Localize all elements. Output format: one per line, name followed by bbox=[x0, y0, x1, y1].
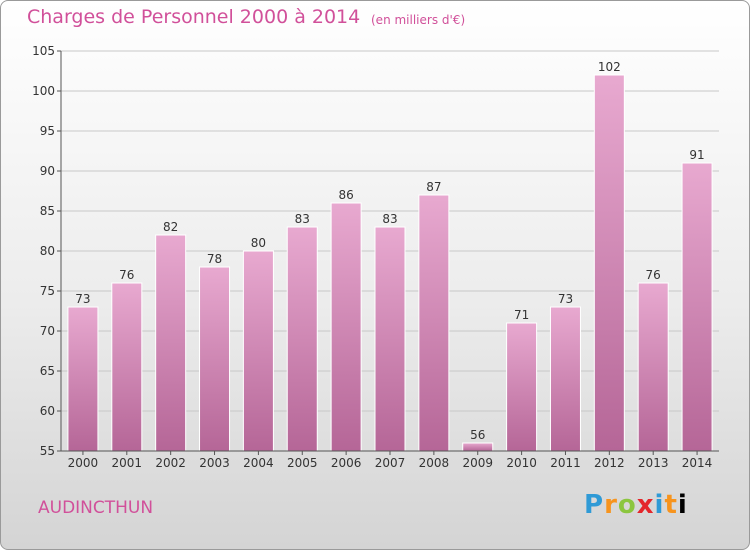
chart-subtitle: (en milliers d'€) bbox=[371, 13, 466, 27]
logo-letter: x bbox=[636, 490, 655, 520]
bar-value-label: 87 bbox=[426, 180, 441, 194]
bar-value-label: 71 bbox=[514, 308, 529, 322]
bar-2012 bbox=[593, 74, 625, 452]
bar-value-label: 102 bbox=[598, 60, 621, 74]
bar-2005 bbox=[286, 226, 318, 452]
bar-value-label: 56 bbox=[470, 428, 485, 442]
x-tick-label: 2013 bbox=[638, 456, 669, 470]
y-tick-label: 85 bbox=[40, 204, 55, 218]
bar-2006 bbox=[330, 202, 362, 452]
bar-2002 bbox=[155, 234, 187, 452]
x-tick-label: 2002 bbox=[155, 456, 186, 470]
bar-2000 bbox=[67, 306, 99, 452]
bar-2011 bbox=[549, 306, 581, 452]
y-tick-label: 95 bbox=[40, 124, 55, 138]
bar-value-label: 76 bbox=[119, 268, 134, 282]
x-tick-label: 2008 bbox=[419, 456, 450, 470]
bar-2007 bbox=[374, 226, 406, 452]
y-tick-label: 80 bbox=[40, 244, 55, 258]
bar-value-label: 86 bbox=[338, 188, 353, 202]
bar-value-label: 83 bbox=[382, 212, 397, 226]
bar-2001 bbox=[111, 282, 143, 452]
y-tick-label: 70 bbox=[40, 324, 55, 338]
bar-value-label: 78 bbox=[207, 252, 222, 266]
bar-2013 bbox=[637, 282, 669, 452]
x-tick-label: 2010 bbox=[506, 456, 537, 470]
bar-value-label: 83 bbox=[295, 212, 310, 226]
logo-letter: o bbox=[617, 490, 637, 520]
bar-2004 bbox=[242, 250, 274, 452]
proxiti-logo: Proxiti bbox=[584, 490, 688, 520]
x-tick-label: 2000 bbox=[68, 456, 99, 470]
bar-value-label: 91 bbox=[689, 148, 704, 162]
x-tick-label: 2005 bbox=[287, 456, 318, 470]
y-tick-label: 75 bbox=[40, 284, 55, 298]
bar-2008 bbox=[418, 194, 450, 452]
logo-letter: t bbox=[664, 490, 678, 520]
logo-letter: r bbox=[604, 490, 618, 520]
bar-value-label: 73 bbox=[75, 292, 90, 306]
x-tick-label: 2011 bbox=[550, 456, 581, 470]
logo-letter: i bbox=[654, 490, 665, 520]
x-tick-label: 2006 bbox=[331, 456, 362, 470]
bar-2014 bbox=[681, 162, 713, 452]
x-tick-label: 2014 bbox=[682, 456, 713, 470]
bar-value-label: 73 bbox=[558, 292, 573, 306]
bar-value-label: 82 bbox=[163, 220, 178, 234]
x-tick-label: 2003 bbox=[199, 456, 230, 470]
x-tick-label: 2001 bbox=[112, 456, 143, 470]
y-tick-label: 55 bbox=[40, 444, 55, 458]
bar-value-label: 80 bbox=[251, 236, 266, 250]
x-tick-label: 2004 bbox=[243, 456, 274, 470]
bar-2010 bbox=[506, 322, 538, 452]
y-tick-label: 60 bbox=[40, 404, 55, 418]
bar-2003 bbox=[199, 266, 231, 452]
logo-letter: i bbox=[677, 490, 688, 520]
logo-letter: P bbox=[584, 490, 605, 520]
bar-2009 bbox=[462, 442, 494, 452]
chart-title: Charges de Personnel 2000 à 2014 bbox=[27, 6, 361, 28]
y-tick-label: 100 bbox=[32, 84, 55, 98]
y-tick-label: 105 bbox=[32, 44, 55, 58]
x-tick-label: 2012 bbox=[594, 456, 625, 470]
y-tick-label: 65 bbox=[40, 364, 55, 378]
y-tick-label: 90 bbox=[40, 164, 55, 178]
commune-name: AUDINCTHUN bbox=[38, 498, 154, 518]
x-tick-label: 2009 bbox=[462, 456, 493, 470]
x-tick-label: 2007 bbox=[375, 456, 406, 470]
bar-value-label: 76 bbox=[646, 268, 661, 282]
